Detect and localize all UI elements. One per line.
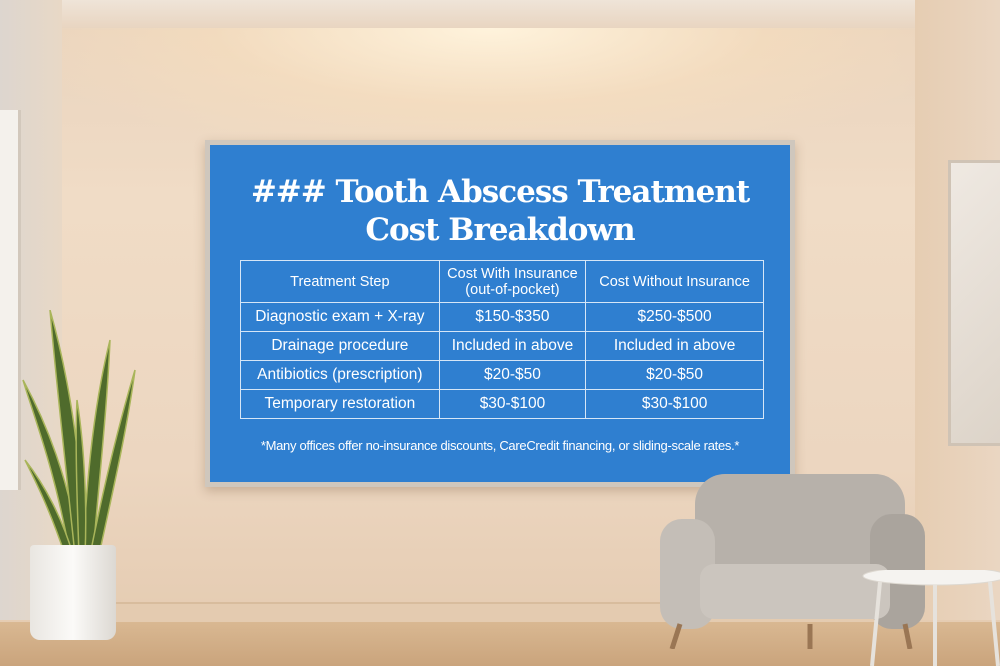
cell: Temporary restoration <box>240 389 440 419</box>
cell: Included in above <box>585 331 764 361</box>
cell: $20-$50 <box>585 360 764 390</box>
ceiling <box>0 0 1000 30</box>
cost-table: Treatment Step Cost With Insurance (out-… <box>240 260 764 419</box>
cell: Drainage procedure <box>240 331 440 361</box>
title-line-1: ### Tooth Abscess Treatment <box>250 174 750 210</box>
header-cell: Cost Without Insurance <box>585 260 764 303</box>
cell: Included in above <box>438 331 587 361</box>
table-header-row: Treatment Step Cost With Insurance (out-… <box>240 260 764 303</box>
snake-plant <box>22 310 136 556</box>
table-row: Diagnostic exam + X-ray $150-$350 $250-$… <box>240 302 764 332</box>
footnote: *Many offices offer no-insurance discoun… <box>260 438 740 453</box>
cell: $30-$100 <box>438 389 587 419</box>
cost-sign: ### Tooth Abscess Treatment Cost Breakdo… <box>205 140 795 487</box>
cell: $250-$500 <box>585 302 764 332</box>
floor <box>0 622 1000 666</box>
cell: $150-$350 <box>438 302 587 332</box>
table-row: Temporary restoration $30-$100 $30-$100 <box>240 389 764 419</box>
cell: Diagnostic exam + X-ray <box>240 302 440 332</box>
cove-light <box>60 28 920 148</box>
title-line-2: Cost Breakdown <box>365 212 635 248</box>
table-row: Antibiotics (prescription) $20-$50 $20-$… <box>240 360 764 390</box>
window <box>0 110 21 490</box>
plant-pot <box>30 545 116 640</box>
header-cell: Cost With Insurance (out-of-pocket) <box>438 260 587 303</box>
side-table <box>862 570 1000 666</box>
table-row: Drainage procedure Included in above Inc… <box>240 331 764 361</box>
cell: $20-$50 <box>438 360 587 390</box>
cell: Antibiotics (prescription) <box>240 360 440 390</box>
wall-mirror <box>948 160 1000 446</box>
armchair <box>660 474 925 649</box>
cell: $30-$100 <box>585 389 764 419</box>
header-cell: Treatment Step <box>240 260 440 303</box>
sign-title: ### Tooth Abscess Treatment Cost Breakdo… <box>210 173 790 249</box>
